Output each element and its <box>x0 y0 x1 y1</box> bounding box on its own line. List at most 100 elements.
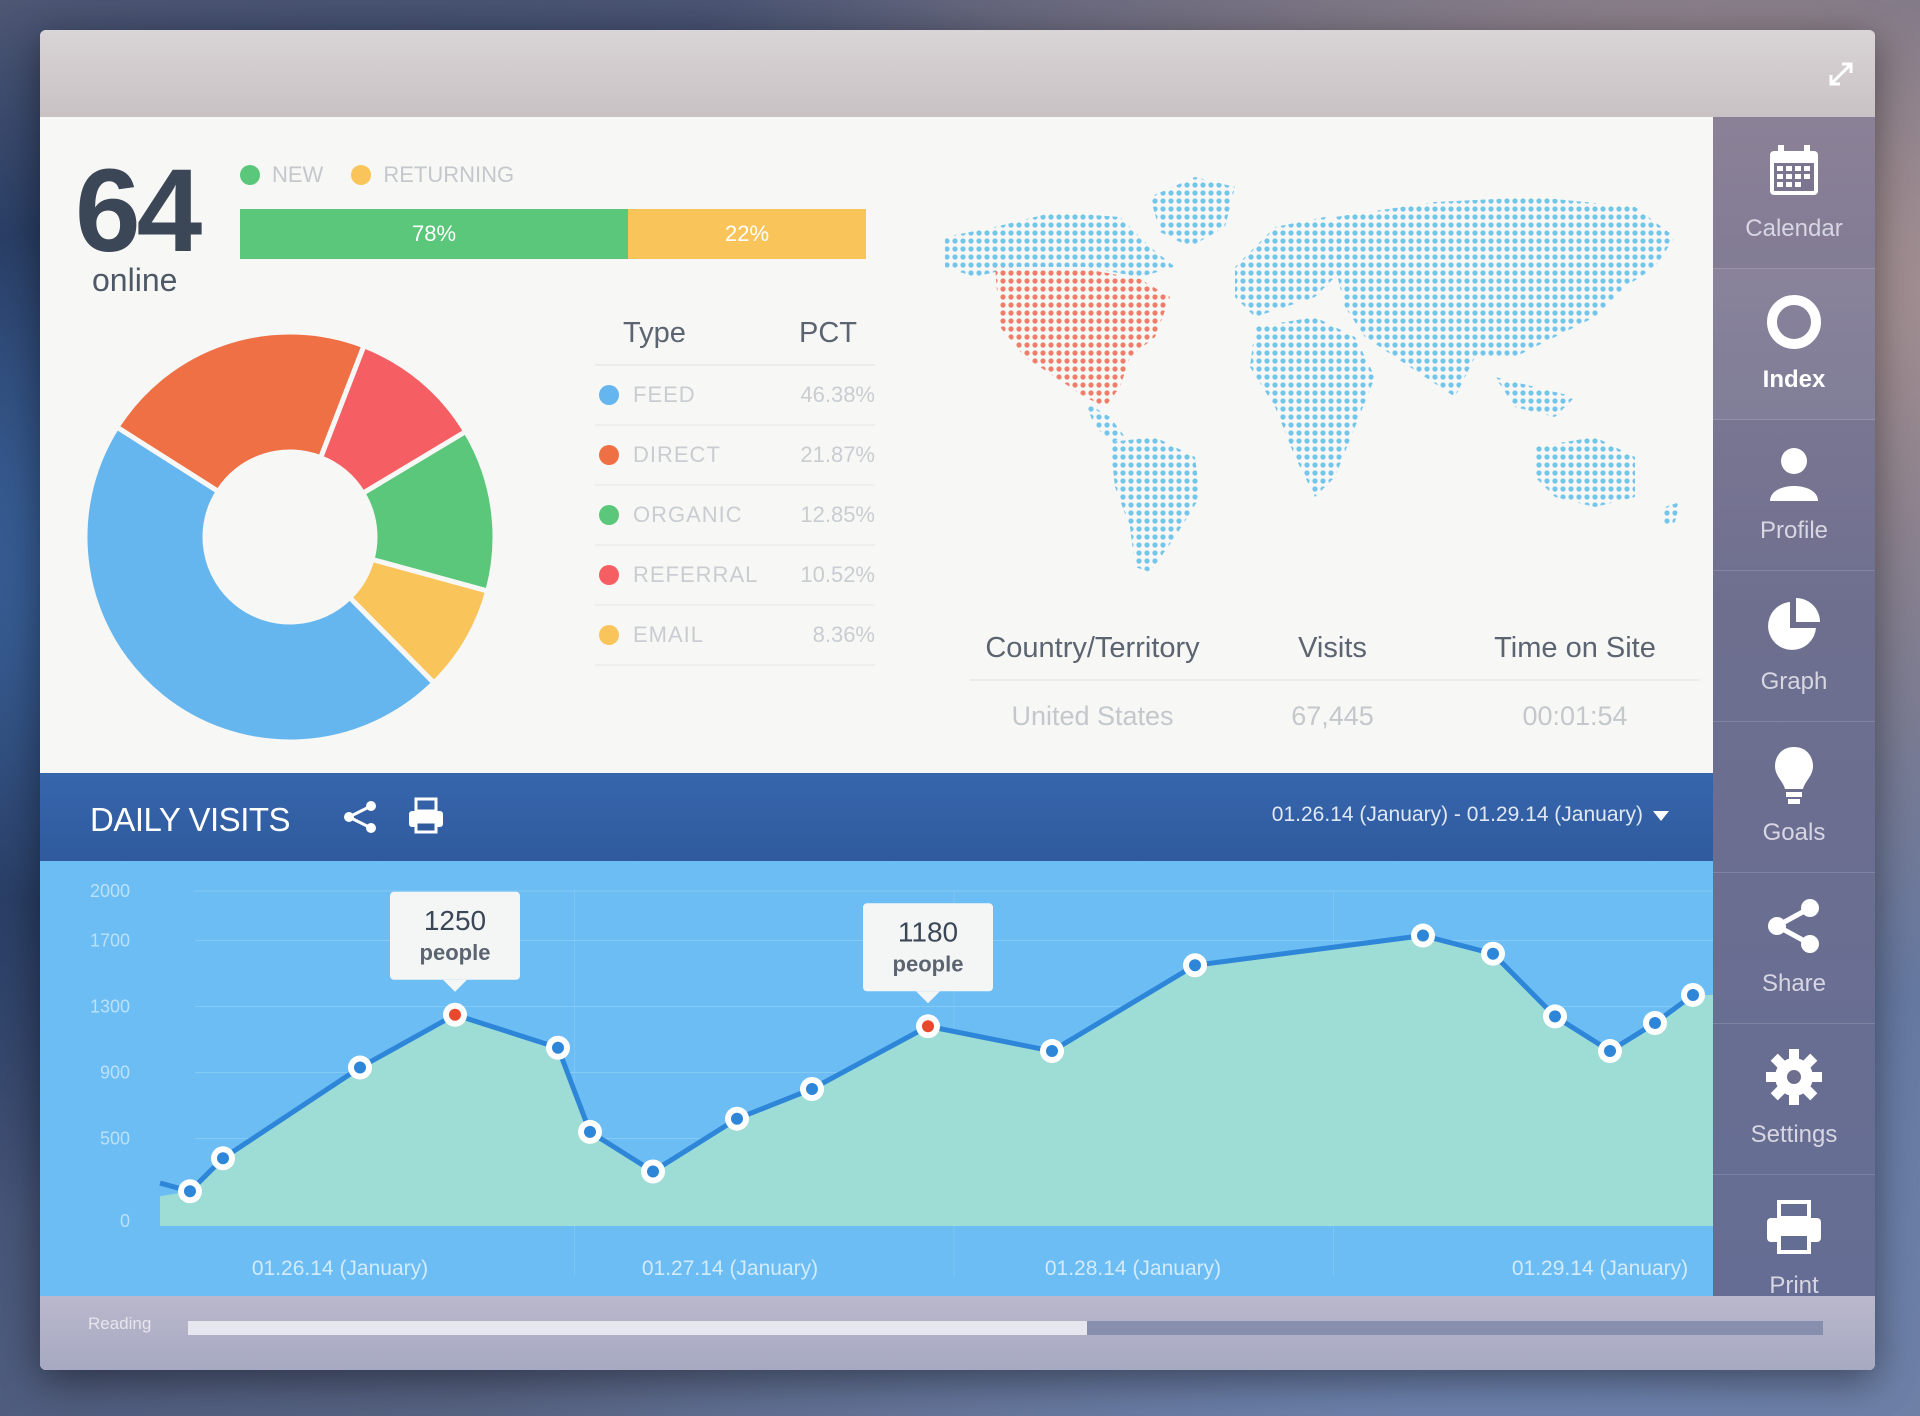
calendar-icon <box>1770 145 1818 195</box>
reading-progress-bar[interactable] <box>188 1321 1823 1335</box>
date-range-selector[interactable]: 01.26.14 (January) - 01.29.14 (January) <box>1271 803 1643 826</box>
legend-new-dot <box>240 165 260 185</box>
donut-slice-direct <box>113 329 368 495</box>
pct-column-header: PCT <box>799 317 857 349</box>
time-cell: 00:01:54 <box>1522 701 1628 731</box>
print-icon[interactable] <box>405 795 447 837</box>
donut-slice-feed <box>82 423 438 745</box>
legend-new: NEW <box>240 162 323 188</box>
share-icon[interactable] <box>340 797 380 837</box>
legend-returning-label: RETURNING <box>383 162 515 187</box>
data-point-center <box>449 1008 461 1021</box>
daily-visits-title: DAILY VISITS <box>90 801 291 838</box>
traffic-type-table: Type PCT FEED 46.38% DIRECT 21.87% ORGAN… <box>595 317 875 666</box>
sidebar-item-label: Goals <box>1762 819 1826 846</box>
data-point-center <box>806 1083 818 1095</box>
y-tick-label: 0 <box>120 1211 130 1231</box>
y-tick-label: 2000 <box>90 881 130 901</box>
title-bar <box>40 30 1875 117</box>
chevron-down-icon[interactable] <box>1651 809 1671 823</box>
world-dot-map <box>945 177 1680 572</box>
daily-visits-chart-area: 2000 1700 1300 900 500 0 01.26.14 (January) 01.… <box>40 861 1713 1296</box>
data-point-center <box>1549 1010 1561 1023</box>
country-table: Country/Territory Visits Time on Site Un… <box>970 632 1700 732</box>
reading-progress-fill <box>188 1321 1088 1335</box>
data-point-center <box>1189 959 1201 972</box>
daily-visits-chart: 2000 1700 1300 900 500 0 01.26.14 (January) 01.… <box>90 881 1713 1280</box>
sidebar-item-settings[interactable]: Settings <box>1713 1023 1875 1175</box>
sidebar-item-calendar[interactable]: Calendar <box>1713 117 1875 269</box>
row-type: REFERRAL <box>633 562 759 587</box>
table-row: DIRECT 21.87% <box>595 426 875 486</box>
x-tick-label: 01.26.14 (January) <box>252 1257 428 1280</box>
data-point-center <box>731 1112 743 1125</box>
data-point-center <box>1687 988 1699 1001</box>
row-pct: 46.38% <box>800 382 875 407</box>
area-fill <box>160 935 1713 1226</box>
row-type: DIRECT <box>633 442 721 467</box>
online-label: online <box>92 262 178 298</box>
sidebar-item-index[interactable]: Index <box>1713 268 1875 420</box>
sidebar-item-share[interactable]: Share <box>1713 872 1875 1024</box>
online-count: 64 <box>75 145 202 277</box>
organic-dot <box>599 505 619 525</box>
data-point-center <box>1487 947 1499 960</box>
sidebar-item-label: Index <box>1762 366 1826 393</box>
row-type: FEED <box>633 382 696 407</box>
sidebar-item-print[interactable]: Print <box>1713 1174 1875 1325</box>
donut-slice-organic <box>359 428 498 595</box>
data-point-center <box>184 1185 196 1198</box>
traffic-donut-chart <box>82 329 498 745</box>
y-tick-label: 1700 <box>90 931 130 951</box>
y-tick-label: 900 <box>100 1063 130 1083</box>
x-tick-label: 01.27.14 (January) <box>642 1257 818 1280</box>
country-table-header: Country/Territory Visits Time on Site <box>970 632 1700 681</box>
sidebar-item-goals[interactable]: Goals <box>1713 721 1875 873</box>
table-row: United States 67,445 00:01:54 <box>970 681 1700 732</box>
tooltip-unit: people <box>420 940 491 965</box>
bulb-icon <box>1775 747 1813 804</box>
legend-returning-dot <box>351 165 372 185</box>
x-tick-label: 01.29.14 (January) <box>1512 1257 1688 1280</box>
x-tick-label: 01.28.14 (January) <box>1045 1257 1221 1280</box>
data-point-center <box>552 1041 564 1054</box>
sidebar-item-graph[interactable]: Graph <box>1713 570 1875 722</box>
tooltip-value: 1250 <box>424 905 486 936</box>
data-point-center <box>1046 1045 1058 1058</box>
feed-dot <box>599 385 619 405</box>
reading-footer: Reading <box>40 1296 1875 1370</box>
data-point-center <box>217 1152 229 1165</box>
country-column-header: Country/Territory <box>985 632 1200 664</box>
sidebar: Calendar Index Profile Graph <box>1713 117 1875 1345</box>
sidebar-item-label: Profile <box>1759 517 1829 544</box>
gear-icon <box>1766 1049 1822 1105</box>
row-pct: 8.36% <box>812 622 875 647</box>
printer-icon <box>1767 1200 1821 1254</box>
sidebar-item-profile[interactable]: Profile <box>1713 419 1875 571</box>
expand-icon[interactable] <box>1827 60 1855 88</box>
overview-panel: 64 online NEW RETURNING 78% 22% Type PCT <box>40 117 1713 773</box>
data-point-center <box>1604 1045 1616 1058</box>
time-column-header: Time on Site <box>1494 632 1656 664</box>
new-returning-bar: 78% 22% <box>240 209 866 259</box>
y-tick-label: 1300 <box>90 997 130 1017</box>
tooltip-unit: people <box>893 951 964 976</box>
data-point-center <box>1417 929 1429 942</box>
ring-icon <box>1767 295 1821 349</box>
reading-label: Reading <box>88 1314 152 1333</box>
referral-dot <box>599 565 619 585</box>
row-pct: 21.87% <box>800 442 875 467</box>
user-icon <box>1770 448 1818 501</box>
sidebar-item-label: Calendar <box>1745 215 1843 242</box>
sidebar-item-label: Settings <box>1750 1121 1838 1148</box>
table-row: FEED 46.38% <box>595 366 875 426</box>
direct-dot <box>599 445 619 465</box>
dashboard-window: 64 online NEW RETURNING 78% 22% Type PCT <box>40 30 1875 1370</box>
row-type: ORGANIC <box>633 502 743 527</box>
legend-returning: RETURNING <box>351 162 514 188</box>
point-tooltip: 1180 people <box>863 903 993 1004</box>
data-point-center <box>647 1165 659 1178</box>
daily-visits-header: DAILY VISITS 01.26.14 (January) - 01.29.… <box>40 773 1713 861</box>
row-pct: 12.85% <box>800 502 875 527</box>
table-row: EMAIL 8.36% <box>595 606 875 666</box>
